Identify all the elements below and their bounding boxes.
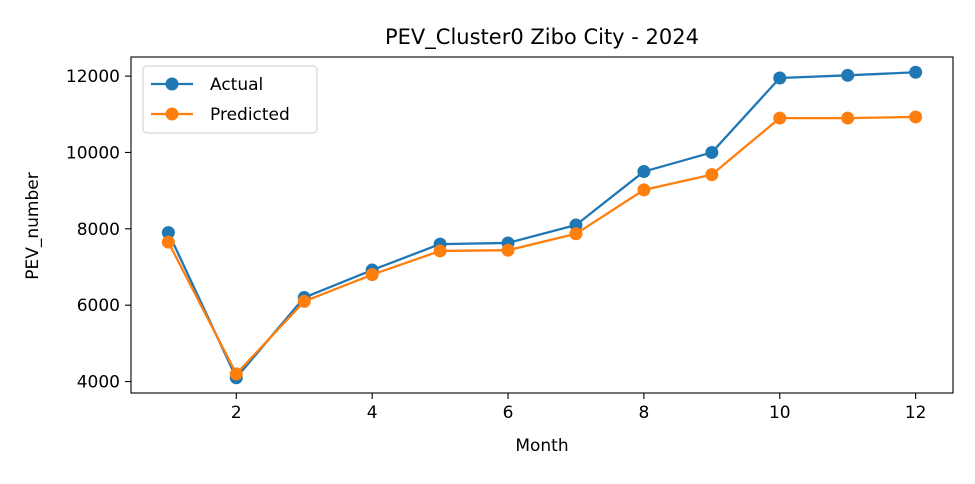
data-point-predicted	[909, 110, 923, 124]
x-tick-label: 4	[367, 403, 378, 423]
x-axis-ticks: 2 4 6 8 10 12	[231, 393, 927, 423]
y-axis-ticks: 4000 6000 8000 10000 12000	[66, 67, 131, 393]
data-point-predicted	[569, 227, 583, 241]
data-point-predicted	[705, 168, 719, 182]
data-point-predicted	[161, 235, 175, 249]
x-tick-label: 8	[638, 403, 649, 423]
x-tick-label: 10	[769, 403, 791, 423]
data-point-predicted	[365, 268, 379, 282]
chart-title: PEV_Cluster0 Zibo City - 2024	[385, 25, 699, 50]
legend: Actual Predicted	[142, 65, 318, 134]
legend-label: Actual	[210, 75, 263, 95]
x-axis-label: Month	[515, 436, 568, 456]
legend-item-actual: Actual	[151, 75, 263, 95]
plot-area	[130, 56, 954, 394]
series-predicted	[161, 110, 923, 381]
data-point-actual	[909, 65, 923, 79]
y-axis-label: PEV_number	[23, 172, 43, 279]
legend-marker	[165, 107, 179, 121]
data-point-actual	[841, 68, 855, 82]
y-tick-label: 4000	[77, 373, 120, 393]
data-point-predicted	[637, 183, 651, 197]
data-point-actual	[705, 145, 719, 159]
legend-label: Predicted	[210, 105, 290, 125]
y-tick-label: 8000	[77, 220, 120, 240]
data-point-predicted	[501, 243, 515, 257]
data-point-actual	[637, 165, 651, 179]
data-point-actual	[161, 226, 175, 240]
data-point-predicted	[297, 294, 311, 308]
data-point-actual	[773, 71, 787, 85]
series-line-actual	[167, 71, 916, 379]
x-tick-label: 12	[905, 403, 927, 423]
series-line-predicted	[167, 115, 916, 376]
y-tick-label: 6000	[77, 296, 120, 316]
data-point-predicted	[433, 244, 447, 258]
y-tick-label: 12000	[66, 67, 120, 87]
axes-frame	[130, 56, 954, 394]
x-tick-label: 2	[231, 403, 242, 423]
legend-item-predicted: Predicted	[151, 105, 290, 125]
data-point-predicted	[773, 111, 787, 125]
legend-marker	[165, 77, 179, 91]
x-tick-label: 6	[503, 403, 514, 423]
data-point-predicted	[229, 367, 243, 381]
data-point-predicted	[841, 111, 855, 125]
legend-box	[142, 65, 318, 134]
y-tick-label: 10000	[66, 143, 120, 163]
